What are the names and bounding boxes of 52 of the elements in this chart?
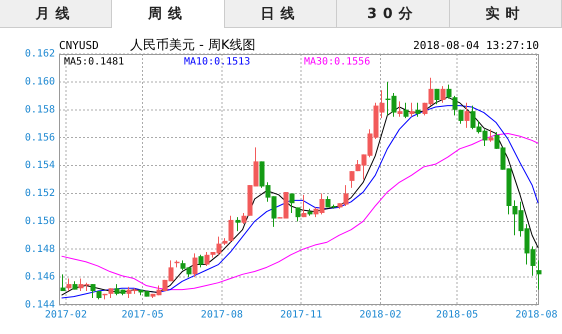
y-tick-label: 0.160: [24, 76, 55, 88]
x-tick-label: 2017-11: [280, 310, 322, 321]
text: 周线: [112, 0, 225, 28]
y-tick-label: 0.148: [24, 244, 55, 255]
candlestick: [350, 170, 354, 188]
x-tick-label: 2017-02: [44, 310, 87, 321]
candlestick: [60, 274, 66, 292]
candlestick: [90, 284, 96, 299]
text: 实时: [450, 0, 562, 28]
x-tick-label: 2017-08: [200, 310, 243, 321]
y-tick-label: 0.150: [24, 216, 55, 227]
candlestick: [458, 109, 464, 124]
candlestick: [452, 95, 458, 116]
candlestick: [536, 260, 542, 290]
candlestick: [404, 102, 408, 119]
candlestick: [198, 254, 204, 268]
text: 2018-08-04 13:27:10: [413, 39, 539, 52]
candlestick: [204, 252, 210, 266]
candlestick: [296, 206, 300, 222]
text: MA5:0.1481: [64, 56, 124, 68]
text: MA10:0.1513: [184, 56, 250, 68]
candlestick: [66, 278, 72, 292]
text: 月线: [0, 0, 112, 28]
candlestick: [290, 192, 294, 214]
x-tick-label: 2017-05: [122, 310, 164, 321]
x-tick-label: 2018-08: [515, 310, 558, 321]
candlestick: [416, 102, 420, 118]
candlestick: [398, 100, 402, 118]
y-tick-label: 0.158: [24, 104, 55, 116]
y-tick-label: 0.154: [24, 160, 55, 172]
text: CNYUSD: [59, 39, 99, 52]
candlestick: [488, 128, 494, 142]
chart-title: 人民币美元 - 周K线图: [130, 37, 256, 53]
candlestick: [192, 252, 198, 278]
x-tick-label: 2018-05: [436, 310, 478, 321]
candlestick: [228, 215, 234, 243]
y-tick-label: 0.144: [24, 300, 55, 311]
text: 日线: [224, 0, 338, 28]
candlestick: [446, 84, 452, 100]
y-tick-label: 0.156: [24, 132, 55, 144]
candlestick: [302, 194, 306, 218]
candlestick: [434, 88, 440, 105]
y-tick-label: 0.162: [24, 48, 55, 60]
text: 30分: [337, 0, 450, 28]
candlestick: [464, 102, 470, 128]
candlestick: [242, 212, 246, 225]
y-tick-label: 0.152: [24, 188, 55, 200]
candlestick: [440, 86, 446, 104]
candlestick: [410, 102, 414, 118]
y-tick-label: 0.146: [24, 272, 55, 283]
text: MA30:0.1556: [304, 56, 370, 68]
x-tick-label: 2018-02: [359, 310, 402, 321]
